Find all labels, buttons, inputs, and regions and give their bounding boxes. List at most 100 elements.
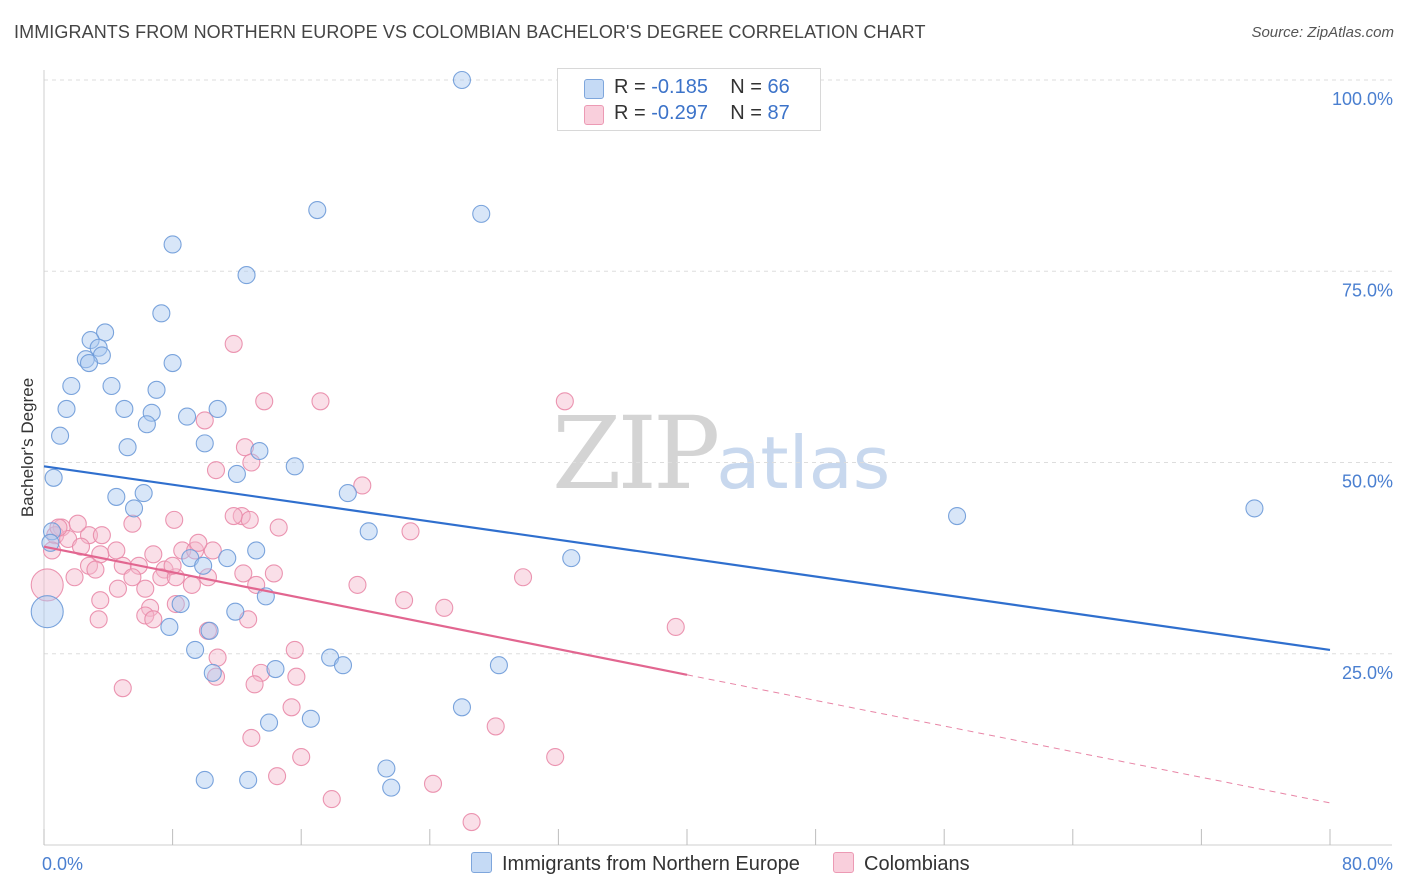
colombians-point (395, 591, 414, 610)
northern-europe-point (226, 602, 245, 621)
colombians-point (311, 392, 330, 411)
colombians-point (353, 476, 372, 495)
northern-europe-point (30, 595, 64, 629)
colombians-point (666, 617, 685, 637)
legend-n-value: 66 (767, 76, 790, 98)
colombians-points (30, 334, 685, 832)
colombians-point (123, 514, 142, 533)
colombians-trend-extension (686, 674, 1331, 804)
northern-europe-point (137, 415, 156, 434)
colombians-point (182, 575, 201, 594)
northern-europe-point (1245, 499, 1264, 518)
legend-swatch-blue (584, 79, 604, 99)
colombians-point (423, 774, 443, 793)
colombians-point (166, 594, 185, 614)
watermark-zip: ZIP (552, 395, 720, 512)
legend-r-label: R = (614, 76, 652, 98)
northern-europe-point (285, 457, 304, 476)
northern-europe-point (171, 594, 190, 614)
northern-europe-point (195, 770, 214, 790)
northern-europe-point (237, 266, 256, 285)
colombians-point (546, 747, 565, 767)
northern-europe-point (194, 556, 213, 575)
colombians-point (113, 679, 132, 698)
colombians-point (513, 568, 533, 587)
axes (43, 70, 1392, 846)
colombians-point (242, 728, 261, 747)
colombians-point (268, 767, 287, 786)
northern-europe-point (382, 778, 401, 797)
northern-europe-point (152, 304, 171, 323)
colombians-point (282, 698, 301, 717)
y-tick-label: 75.0% (1342, 280, 1393, 300)
colombians-point (486, 717, 505, 736)
legend-text-northern-europe: R = -0.185 N = 66 (614, 76, 790, 99)
bottom-legend-swatch-blue (471, 852, 492, 873)
northern-europe-point (333, 656, 353, 675)
colombians-point (245, 675, 264, 694)
bottom-legend-label-colombians: Colombians (864, 853, 970, 875)
colombians-point (189, 533, 208, 552)
northern-europe-point (359, 522, 378, 541)
northern-europe-point (115, 399, 134, 419)
northern-europe-point (266, 659, 285, 679)
colombians-point (163, 556, 182, 575)
colombians-point (255, 392, 274, 411)
northern-europe-point (308, 201, 327, 220)
trend-lines (43, 465, 1331, 804)
legend-swatch-pink (584, 105, 604, 125)
colombians-point (71, 537, 91, 556)
colombians-point (195, 411, 214, 430)
northern-europe-point (44, 468, 63, 487)
colombians-trend-line (43, 545, 688, 676)
colombians-point (68, 514, 87, 533)
northern-europe-point (259, 713, 279, 732)
northern-europe-point (102, 376, 121, 396)
colombians-point (30, 568, 64, 602)
colombians-point (264, 564, 283, 583)
colombians-point (234, 564, 253, 583)
northern-europe-point (124, 499, 144, 518)
legend-n-label: N = (730, 76, 768, 98)
bottom-legend-colombians: Colombians (833, 852, 970, 876)
northern-europe-point (163, 235, 182, 254)
legend-n-label: N = (730, 102, 768, 124)
northern-europe-point (142, 403, 161, 422)
northern-europe-point (338, 484, 357, 503)
bottom-legend-label-northern-europe: Immigrants from Northern Europe (502, 853, 800, 875)
axis-labels: 25.0% 50.0% 75.0% 100.0% 0.0% 80.0% Bachelor's… (18, 89, 1393, 874)
northern-europe-point (227, 464, 246, 484)
colombians-point (240, 510, 259, 529)
northern-europe-point (452, 698, 472, 717)
colombians-point (285, 640, 304, 659)
northern-europe-point (200, 621, 219, 640)
northern-europe-point (160, 617, 179, 637)
colombians-point (136, 579, 155, 598)
northern-europe-point (948, 506, 967, 526)
colombians-point (107, 541, 126, 560)
legend-text-colombians: R = -0.297 N = 87 (614, 102, 790, 125)
northern-europe-point (79, 353, 99, 373)
legend-r-label: R = (614, 102, 652, 124)
colombians-point (123, 568, 142, 587)
x-tick-label: 80.0% (1342, 854, 1393, 874)
northern-europe-point (42, 522, 62, 541)
colombians-point (86, 560, 105, 579)
northern-europe-point (247, 541, 266, 560)
correlation-legend: R = -0.185 N = 66 R = -0.297 N = 87 (557, 68, 821, 131)
northern-europe-point (118, 438, 137, 457)
colombians-point (401, 522, 420, 541)
colombians-point (144, 610, 163, 629)
colombians-point (224, 506, 243, 526)
colombians-point (91, 591, 110, 610)
y-tick-label: 25.0% (1342, 663, 1393, 683)
chart-title: IMMIGRANTS FROM NORTHERN EUROPE VS COLOM… (14, 22, 926, 42)
colombians-point (322, 790, 341, 809)
northern-europe-point (195, 434, 214, 453)
northern-europe-trend-line (43, 465, 1331, 652)
northern-europe-point (250, 441, 269, 461)
colombians-point (251, 663, 271, 682)
x-tick-label: 0.0% (42, 854, 83, 874)
northern-europe-point (147, 380, 166, 399)
colombians-point (165, 510, 184, 529)
